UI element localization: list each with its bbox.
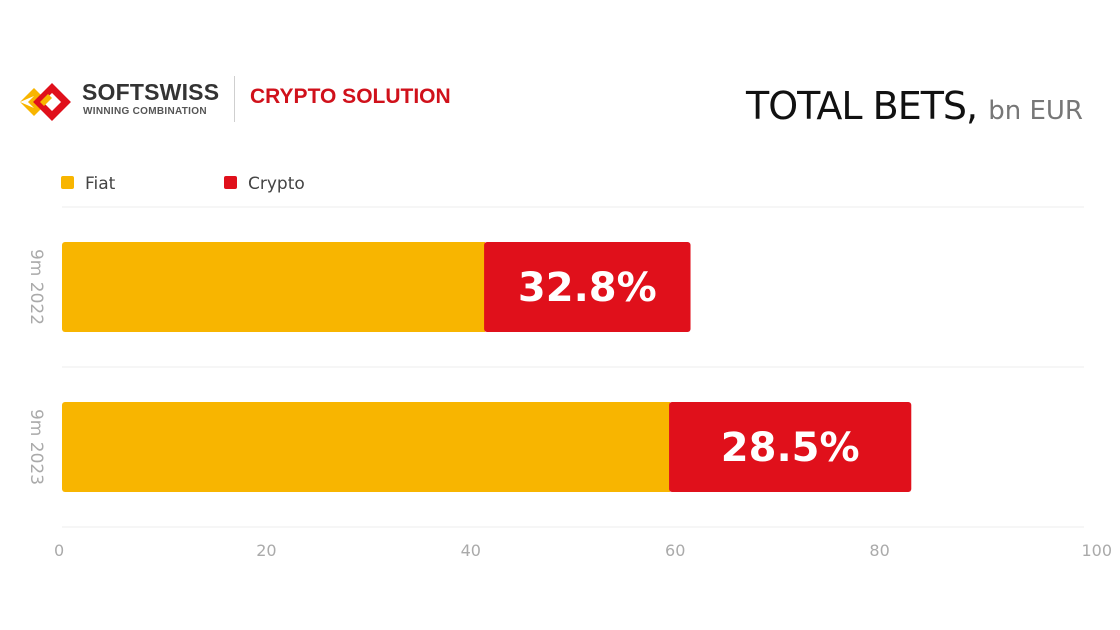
legend-swatch-fiat	[61, 176, 74, 189]
x-tick-label: 100	[1081, 541, 1112, 560]
chart-title-unit: bn EUR	[988, 96, 1083, 126]
legend-label-fiat: Fiat	[85, 174, 116, 194]
bar-crypto-1	[669, 402, 912, 492]
logo-product-name: CRYPTO SOLUTION	[250, 85, 451, 108]
category-label-1: 9m 2023	[26, 409, 46, 485]
category-label-0: 9m 2022	[26, 249, 46, 325]
bar-corner-1	[62, 402, 70, 492]
x-tick-label: 20	[256, 541, 276, 560]
x-tick-label: 80	[869, 541, 889, 560]
chart-title: TOTAL BETS, bn EUR	[746, 84, 1083, 128]
logo-tagline: WINNING COMBINATION	[83, 106, 207, 117]
brand-logo: SOFTSWISS WINNING COMBINATION CRYPTO SOL…	[18, 76, 488, 128]
bar-corner-0	[62, 242, 70, 332]
logo-brand-name: SOFTSWISS	[82, 79, 220, 105]
x-tick-label: 40	[461, 541, 481, 560]
legend-label-crypto: Crypto	[248, 174, 305, 194]
data-label-0: 32.8%	[518, 265, 657, 311]
bar-fiat-1	[66, 402, 671, 492]
x-tick-label: 0	[54, 541, 64, 560]
data-label-1: 28.5%	[721, 425, 860, 471]
bar-fiat-0	[66, 242, 486, 332]
chart-title-text: TOTAL BETS,	[746, 84, 978, 128]
softswiss-logo-icon	[20, 83, 71, 121]
bar-crypto-0	[484, 242, 691, 332]
logo-divider	[234, 76, 235, 122]
x-tick-label: 60	[665, 541, 685, 560]
legend-swatch-crypto	[224, 176, 237, 189]
